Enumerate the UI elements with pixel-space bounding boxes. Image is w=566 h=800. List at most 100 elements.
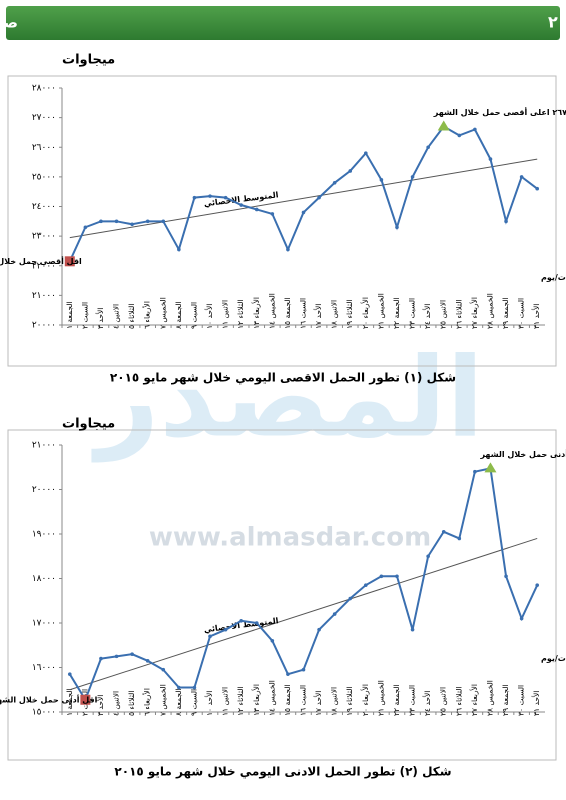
data-point xyxy=(410,627,415,632)
x-tick-label: الأربعاء ٦ xyxy=(142,301,152,329)
y-tick-label: ٢٣٠٠٠ xyxy=(32,232,56,242)
y-axis-title: ميجاوات xyxy=(62,53,115,68)
x-tick-label: الأحد ١٠ xyxy=(204,304,214,329)
trend-line xyxy=(69,158,538,239)
x-tick-label: السبت ٩ xyxy=(189,302,198,329)
data-point xyxy=(332,181,337,185)
data-point xyxy=(364,583,368,587)
trend-line xyxy=(69,537,538,691)
max-label: ٢٠٤٧٥ اعلى أدنى حمل خلال الشهر xyxy=(479,449,566,459)
x-tick-label: الأحد ٢٤ xyxy=(422,691,432,716)
x-tick-label: الأحد ٢٤ xyxy=(422,304,432,329)
data-point xyxy=(239,618,243,623)
x-tick-label: الأحد ٣ xyxy=(95,695,105,716)
x-tick-label: الخميس ١٤ xyxy=(267,680,276,716)
x-tick-label: الجمعة ٢٢ xyxy=(392,684,401,716)
x-tick-label: الخميس ٧ xyxy=(158,297,167,329)
data-point xyxy=(254,621,259,625)
data-point xyxy=(114,654,119,659)
data-point xyxy=(441,529,446,534)
x-tick-label: الاثنين ١١ xyxy=(221,687,230,716)
chart-frame xyxy=(7,429,557,761)
x-tick-label: السبت ٩ xyxy=(189,689,198,716)
x-tick-label: الاثنين ٤ xyxy=(112,691,121,716)
x-tick-label: الاثنين ٤ xyxy=(112,304,121,329)
x-tick-label: الاثنين ١٨ xyxy=(330,300,339,329)
data-point xyxy=(457,536,462,541)
data-point xyxy=(208,634,212,639)
x-tick-label: الأحد ٣ xyxy=(95,308,105,329)
data-point xyxy=(114,219,119,224)
x-tick-label: الأحد ١٧ xyxy=(313,691,323,716)
x-tick-label: الأربعاء ٢٠ xyxy=(360,297,370,329)
data-point xyxy=(457,133,462,138)
data-point xyxy=(161,667,166,672)
x-tick-label: الاثنين ٢٥ xyxy=(439,687,448,716)
x-tick-label: الخميس ٢١ xyxy=(376,680,385,716)
data-point xyxy=(286,672,290,676)
x-tick-label: الجمعة ٨ xyxy=(174,688,183,716)
y-tick-label: ٢٥٠٠٠ xyxy=(32,172,56,182)
x-tick-label: الجمعة ١٥ xyxy=(283,297,292,329)
header-bar xyxy=(6,6,560,40)
min-marker xyxy=(80,694,91,705)
x-tick-label: الخميس ٧ xyxy=(158,684,167,716)
y-tick-label: ٢٤٠٠٠ xyxy=(32,202,56,212)
x-tick-label: الأربعاء ٢٠ xyxy=(360,684,370,716)
y-tick-label: ١٩٠٠٠ xyxy=(32,530,56,540)
x-tick-label: الأحد ٣١ xyxy=(531,304,541,329)
slope-label: متوسط معدل ارتفاع الحمل الادنى = ١١٤,١ م… xyxy=(541,654,566,663)
y-tick-label: ٢٠٠٠٠ xyxy=(32,321,56,331)
x-tick-label: الجمعة ٢٩ xyxy=(501,684,510,716)
y-tick-label: ٢٨٠٠٠ xyxy=(32,84,56,94)
data-point xyxy=(130,652,134,656)
data-point xyxy=(239,203,243,207)
data-point xyxy=(301,210,306,215)
data-point xyxy=(426,554,430,559)
x-tick-label: السبت ٣٠ xyxy=(517,685,526,716)
x-tick-label: الخميس ٢٨ xyxy=(485,680,494,716)
x-tick-label: الاثنين ٢٥ xyxy=(439,300,448,329)
x-tick-label: السبت ١٦ xyxy=(299,298,308,329)
data-line xyxy=(68,467,539,703)
x-tick-label: الخميس ١٤ xyxy=(267,293,276,329)
data-point xyxy=(473,127,477,132)
data-point xyxy=(379,178,384,182)
x-tick-label: الأحد ١٠ xyxy=(204,691,214,716)
x-tick-label: الخميس ٢١ xyxy=(376,293,385,329)
x-tick-label: الأحد ٣١ xyxy=(531,691,541,716)
x-tick-label: الأحد ١٧ xyxy=(313,304,323,329)
data-point xyxy=(192,195,197,200)
x-tick-label: الجمعة ٢٢ xyxy=(392,297,401,329)
data-point xyxy=(254,207,259,212)
data-point xyxy=(473,469,477,474)
watermark-logo: المصدر xyxy=(91,333,484,462)
y-tick-label: ٢١٠٠٠ xyxy=(32,291,56,301)
x-tick-label: الاثنين ١٨ xyxy=(330,687,339,716)
data-point xyxy=(488,157,493,161)
data-point xyxy=(410,175,415,179)
y-tick-label: ١٥٠٠٠ xyxy=(32,708,56,718)
x-tick-label: الثلاثاء ١٢ xyxy=(236,687,245,716)
data-point xyxy=(270,212,275,216)
x-tick-label: الأربعاء ٢٧ xyxy=(469,684,479,716)
figure-caption: شكل (١) تطور الحمل الاقصى اليومي خلال شه… xyxy=(110,371,456,386)
x-tick-label: السبت ١٦ xyxy=(299,685,308,716)
data-point xyxy=(223,627,228,632)
data-point xyxy=(286,247,290,252)
y-tick-label: ٢٢٠٠٠ xyxy=(32,261,56,271)
data-point xyxy=(395,225,399,230)
data-point xyxy=(317,627,321,632)
watermark-url: www.almasdar.com xyxy=(149,523,431,553)
x-tick-label: الأربعاء ١٣ xyxy=(251,297,261,329)
x-tick-label: السبت ٢ xyxy=(80,302,89,329)
data-point xyxy=(317,195,321,200)
trend-label: المتوسط الاحصائي xyxy=(203,616,279,634)
data-point xyxy=(192,685,197,690)
y-tick-label: ١٧٠٠٠ xyxy=(32,619,56,629)
data-point xyxy=(223,195,228,200)
x-tick-label: الجمعة ١٥ xyxy=(283,684,292,716)
x-tick-label: الثلاثاء ٢٦ xyxy=(454,687,463,716)
